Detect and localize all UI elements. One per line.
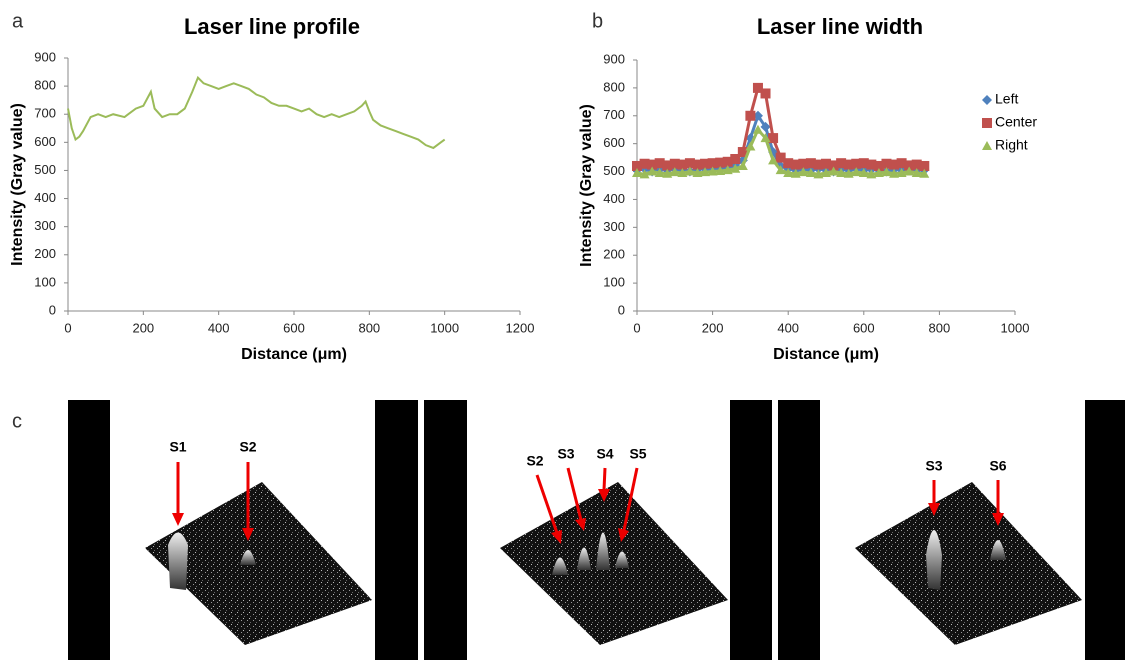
data-point (745, 111, 755, 121)
peak-label: S6 (989, 458, 1006, 474)
x-tick-label: 800 (929, 320, 951, 335)
peak-label: S5 (629, 446, 646, 462)
x-tick-label: 0 (64, 320, 71, 335)
x-axis-label: Distance (μm) (773, 346, 879, 363)
legend-label: Center (995, 114, 1037, 130)
panel-label: b (592, 10, 603, 32)
y-tick-label: 600 (34, 134, 56, 149)
x-tick-label: 800 (358, 320, 380, 335)
y-axis-label: Intensity (Gray value) (578, 104, 595, 267)
peak-label: S4 (596, 446, 613, 462)
y-tick-label: 100 (603, 275, 625, 290)
x-tick-label: 600 (853, 320, 875, 335)
y-tick-label: 300 (603, 219, 625, 234)
y-tick-label: 400 (603, 191, 625, 206)
image-panel (424, 400, 772, 660)
legend-label: Left (995, 91, 1018, 107)
y-tick-label: 0 (618, 302, 625, 317)
x-axis-label: Distance (μm) (241, 346, 347, 363)
x-tick-label: 400 (777, 320, 799, 335)
y-tick-label: 500 (34, 162, 56, 177)
x-tick-label: 0 (633, 320, 640, 335)
y-tick-label: 900 (34, 49, 56, 64)
x-tick-label: 1200 (506, 320, 535, 335)
y-tick-label: 600 (603, 135, 625, 150)
y-tick-label: 100 (34, 274, 56, 289)
y-tick-label: 200 (34, 246, 56, 261)
x-tick-label: 400 (208, 320, 230, 335)
y-tick-label: 700 (34, 106, 56, 121)
peak-label: S2 (526, 453, 543, 469)
image-panel (778, 400, 1125, 660)
x-tick-label: 1000 (430, 320, 459, 335)
x-tick-label: 200 (702, 320, 724, 335)
panel-label: c (12, 410, 22, 432)
peak-label: S1 (169, 439, 186, 455)
data-line (68, 78, 445, 148)
y-tick-label: 0 (49, 302, 56, 317)
y-tick-label: 500 (603, 163, 625, 178)
peak-label: S3 (925, 458, 942, 474)
x-tick-label: 200 (132, 320, 154, 335)
peak-label: S2 (239, 439, 256, 455)
panel-label: a (12, 10, 24, 32)
y-axis-label: Intensity (Gray value) (9, 103, 26, 266)
legend-marker (982, 118, 992, 128)
legend-label: Right (995, 137, 1028, 153)
legend-marker (982, 95, 992, 105)
x-tick-label: 1000 (1001, 320, 1030, 335)
x-tick-label: 600 (283, 320, 305, 335)
y-tick-label: 300 (34, 218, 56, 233)
legend-marker (982, 141, 992, 150)
y-tick-label: 900 (603, 51, 625, 66)
y-tick-label: 700 (603, 107, 625, 122)
y-tick-label: 200 (603, 247, 625, 262)
chart-title: Laser line width (757, 14, 923, 39)
y-tick-label: 800 (603, 79, 625, 94)
figure: a b c S (0, 0, 1125, 660)
y-tick-label: 400 (34, 190, 56, 205)
peak-label: S3 (557, 446, 574, 462)
chart-title: Laser line profile (184, 14, 360, 39)
data-point (761, 88, 771, 98)
y-tick-label: 800 (34, 78, 56, 93)
